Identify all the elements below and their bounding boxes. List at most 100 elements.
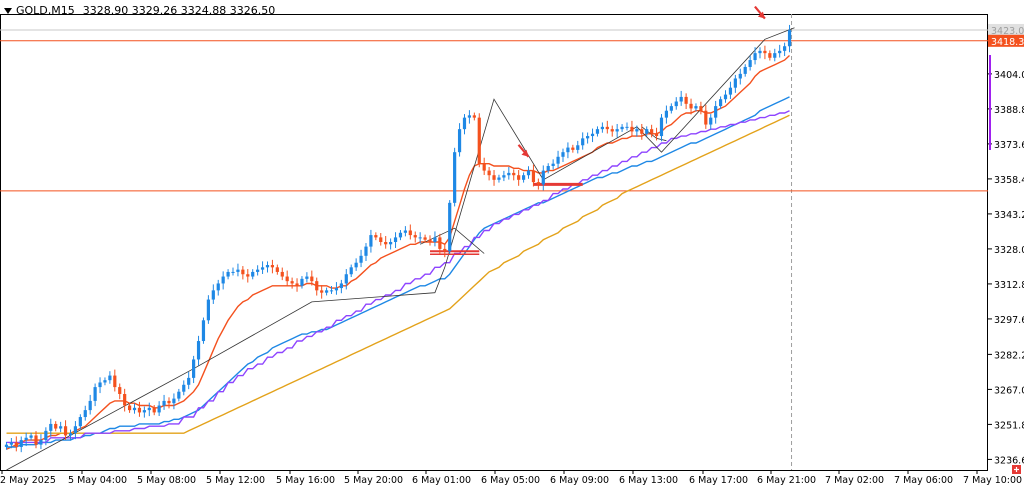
candle-body[interactable] bbox=[339, 283, 343, 289]
candle-body[interactable] bbox=[787, 30, 792, 47]
candle-body[interactable] bbox=[265, 265, 270, 268]
candle-body[interactable] bbox=[551, 163, 555, 166]
candle-body[interactable] bbox=[93, 387, 97, 401]
candle-body[interactable] bbox=[14, 442, 18, 447]
candle-body[interactable] bbox=[182, 384, 186, 392]
candle-body[interactable] bbox=[492, 175, 496, 180]
candle-body[interactable] bbox=[349, 267, 353, 275]
candle-body[interactable] bbox=[778, 50, 782, 54]
candle-body[interactable] bbox=[635, 129, 639, 132]
candle-body[interactable] bbox=[270, 265, 275, 268]
candle-body[interactable] bbox=[59, 426, 63, 429]
candle-body[interactable] bbox=[413, 235, 417, 238]
candle-body[interactable] bbox=[453, 152, 457, 203]
candle-body[interactable] bbox=[123, 394, 127, 406]
candle-body[interactable] bbox=[768, 53, 772, 58]
candle-body[interactable] bbox=[300, 278, 304, 286]
candle-body[interactable] bbox=[113, 375, 117, 388]
candle-body[interactable] bbox=[457, 129, 462, 153]
candle-body[interactable] bbox=[187, 377, 191, 385]
candle-body[interactable] bbox=[334, 288, 339, 291]
candle-body[interactable] bbox=[605, 126, 609, 130]
candle-body[interactable] bbox=[714, 106, 718, 118]
candle-body[interactable] bbox=[526, 170, 531, 176]
candle-body[interactable] bbox=[246, 274, 250, 277]
candle-body[interactable] bbox=[600, 126, 604, 130]
candle-body[interactable] bbox=[221, 276, 225, 284]
candle-body[interactable] bbox=[39, 440, 43, 445]
candle-body[interactable] bbox=[256, 269, 260, 272]
candle-body[interactable] bbox=[738, 73, 742, 79]
candle-body[interactable] bbox=[83, 410, 87, 418]
candle-body[interactable] bbox=[379, 237, 383, 242]
candle-body[interactable] bbox=[433, 237, 437, 242]
candle-body[interactable] bbox=[645, 129, 649, 134]
candle-body[interactable] bbox=[344, 274, 348, 284]
candle-body[interactable] bbox=[374, 235, 378, 238]
candle-body[interactable] bbox=[467, 115, 472, 118]
candle-body[interactable] bbox=[477, 117, 481, 164]
candle-body[interactable] bbox=[659, 117, 664, 137]
candle-body[interactable] bbox=[241, 269, 245, 275]
candle-body[interactable] bbox=[201, 320, 206, 342]
candle-body[interactable] bbox=[192, 359, 196, 378]
candle-body[interactable] bbox=[408, 230, 412, 236]
candle-body[interactable] bbox=[728, 87, 733, 95]
candle-body[interactable] bbox=[147, 407, 151, 411]
candle-body[interactable] bbox=[384, 242, 388, 245]
candle-body[interactable] bbox=[118, 387, 122, 394]
candle-body[interactable] bbox=[472, 115, 476, 118]
candle-body[interactable] bbox=[748, 60, 752, 67]
candle-body[interactable] bbox=[98, 382, 102, 388]
candle-body[interactable] bbox=[369, 235, 373, 247]
candle-body[interactable] bbox=[157, 405, 161, 413]
candle-body[interactable] bbox=[142, 410, 146, 413]
candle-body[interactable] bbox=[753, 53, 757, 61]
candle-body[interactable] bbox=[418, 237, 422, 239]
candle-body[interactable] bbox=[398, 232, 403, 238]
candle-body[interactable] bbox=[704, 110, 708, 125]
candle-body[interactable] bbox=[403, 230, 407, 233]
candle-body[interactable] bbox=[650, 129, 654, 134]
candle-body[interactable] bbox=[236, 269, 240, 272]
candle-body[interactable] bbox=[44, 430, 48, 441]
zoom-plus-icon[interactable] bbox=[1012, 465, 1021, 474]
candle-body[interactable] bbox=[231, 271, 235, 273]
candle-body[interactable] bbox=[275, 267, 279, 272]
candle-body[interactable] bbox=[521, 175, 526, 180]
candle-body[interactable] bbox=[393, 237, 398, 242]
candle-body[interactable] bbox=[423, 237, 427, 240]
candle-body[interactable] bbox=[723, 94, 728, 100]
candle-body[interactable] bbox=[620, 126, 624, 130]
candle-body[interactable] bbox=[625, 126, 629, 128]
candle-body[interactable] bbox=[132, 407, 137, 411]
candle-body[interactable] bbox=[482, 163, 486, 171]
candle-body[interactable] bbox=[709, 117, 713, 125]
candle-body[interactable] bbox=[137, 407, 142, 413]
candle-body[interactable] bbox=[610, 129, 614, 132]
candle-body[interactable] bbox=[669, 106, 673, 111]
candle-body[interactable] bbox=[462, 117, 467, 130]
candle-body[interactable] bbox=[654, 133, 659, 137]
candle-body[interactable] bbox=[24, 437, 28, 441]
candle-body[interactable] bbox=[29, 435, 33, 438]
candle-body[interactable] bbox=[443, 248, 447, 252]
candle-body[interactable] bbox=[743, 66, 747, 74]
candle-body[interactable] bbox=[152, 407, 156, 413]
candle-body[interactable] bbox=[448, 202, 452, 252]
candle-body[interactable] bbox=[103, 380, 107, 383]
candle-body[interactable] bbox=[758, 50, 762, 54]
candle-body[interactable] bbox=[63, 426, 68, 436]
candle-body[interactable] bbox=[305, 276, 309, 279]
candle-body[interactable] bbox=[211, 290, 215, 300]
candle-body[interactable] bbox=[216, 283, 220, 291]
candle-body[interactable] bbox=[507, 172, 511, 176]
candle-body[interactable] bbox=[689, 103, 693, 109]
candle-body[interactable] bbox=[285, 276, 289, 282]
candle-body[interactable] bbox=[630, 126, 634, 132]
candle-body[interactable] bbox=[497, 177, 501, 180]
candle-body[interactable] bbox=[502, 175, 506, 178]
candle-body[interactable] bbox=[162, 400, 166, 406]
